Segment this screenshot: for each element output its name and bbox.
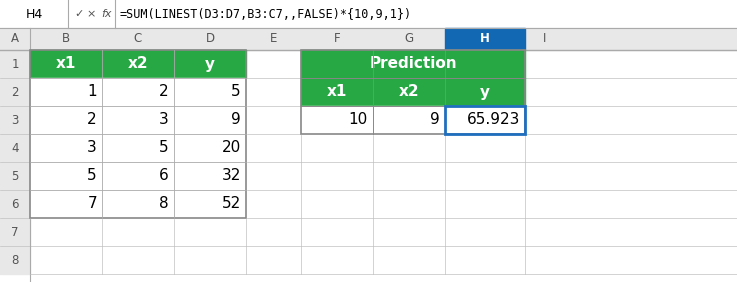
Text: y: y	[205, 56, 215, 72]
Text: 5: 5	[231, 85, 241, 100]
Bar	[102, 50, 174, 78]
Text: 6: 6	[11, 197, 18, 210]
Text: 9: 9	[430, 113, 440, 127]
Bar	[30, 190, 102, 218]
Text: x1: x1	[56, 56, 76, 72]
Text: 32: 32	[222, 169, 241, 184]
Bar	[30, 50, 102, 78]
Text: 9: 9	[231, 113, 241, 127]
Bar	[30, 78, 102, 106]
Bar	[174, 190, 246, 218]
Text: =SUM(LINEST(D3:D7,B3:C7,,FALSE)*{10,9,1}): =SUM(LINEST(D3:D7,B3:C7,,FALSE)*{10,9,1}…	[120, 8, 412, 21]
Text: G: G	[405, 32, 413, 45]
Text: A: A	[11, 32, 19, 45]
Text: x2: x2	[399, 85, 419, 100]
Bar	[174, 162, 246, 190]
Text: 1: 1	[88, 85, 97, 100]
Text: F: F	[334, 32, 340, 45]
Text: ×: ×	[86, 9, 96, 19]
Bar	[30, 50, 246, 218]
Bar	[445, 106, 525, 134]
Text: Prediction: Prediction	[369, 56, 457, 72]
Bar	[102, 134, 174, 162]
Bar	[102, 190, 174, 218]
Text: fx: fx	[101, 9, 111, 19]
Bar	[0, 218, 30, 246]
Text: 4: 4	[11, 142, 18, 155]
Text: x1: x1	[326, 85, 347, 100]
Text: B: B	[62, 32, 70, 45]
Text: D: D	[206, 32, 214, 45]
Bar	[30, 162, 102, 190]
Text: I: I	[543, 32, 547, 45]
Bar	[102, 78, 174, 106]
Bar	[373, 78, 445, 106]
Bar	[301, 78, 373, 106]
Bar	[102, 162, 174, 190]
Bar	[30, 106, 102, 134]
Text: ✓: ✓	[74, 9, 84, 19]
Text: 20: 20	[222, 140, 241, 155]
Bar	[0, 0, 68, 28]
Bar	[0, 190, 30, 218]
Text: 3: 3	[87, 140, 97, 155]
Text: 8: 8	[11, 254, 18, 266]
Bar	[0, 246, 30, 274]
Bar	[0, 78, 30, 106]
Text: 7: 7	[88, 197, 97, 212]
Text: 8: 8	[159, 197, 169, 212]
Bar	[445, 78, 525, 106]
Bar	[0, 106, 30, 134]
Text: 10: 10	[349, 113, 368, 127]
Text: H4: H4	[25, 8, 43, 21]
Bar	[0, 50, 30, 78]
Text: E: E	[270, 32, 277, 45]
Bar	[0, 134, 30, 162]
Text: 2: 2	[88, 113, 97, 127]
Text: 2: 2	[159, 85, 169, 100]
Text: 5: 5	[159, 140, 169, 155]
Text: 7: 7	[11, 226, 18, 239]
Text: H: H	[480, 32, 490, 45]
Bar	[0, 28, 737, 50]
Text: 2: 2	[11, 85, 18, 98]
Bar	[174, 50, 246, 78]
Bar	[445, 106, 525, 134]
Text: 6: 6	[159, 169, 169, 184]
Bar	[373, 106, 445, 134]
Text: x2: x2	[128, 56, 148, 72]
Bar	[301, 106, 373, 134]
Text: 5: 5	[88, 169, 97, 184]
Bar	[30, 134, 102, 162]
Bar	[445, 28, 525, 50]
Text: 3: 3	[11, 113, 18, 127]
Bar	[174, 78, 246, 106]
Bar	[174, 134, 246, 162]
Bar	[102, 106, 174, 134]
Bar	[0, 162, 30, 190]
Text: y: y	[480, 85, 490, 100]
Bar	[301, 50, 525, 78]
Text: 1: 1	[11, 58, 18, 70]
Bar	[174, 106, 246, 134]
Text: 52: 52	[222, 197, 241, 212]
Bar	[0, 0, 737, 28]
Text: 65.923: 65.923	[467, 113, 520, 127]
Text: 3: 3	[159, 113, 169, 127]
Text: 5: 5	[11, 169, 18, 182]
Bar	[301, 50, 525, 134]
Text: C: C	[134, 32, 142, 45]
